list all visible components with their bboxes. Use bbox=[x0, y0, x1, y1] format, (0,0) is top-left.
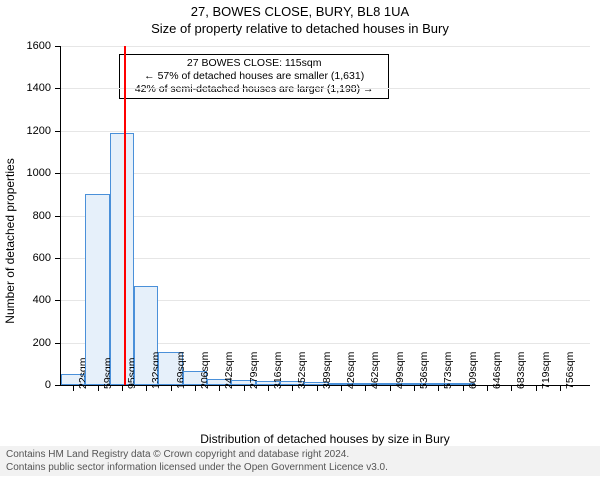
x-tick bbox=[438, 385, 439, 391]
y-tick bbox=[55, 131, 61, 132]
x-tick bbox=[463, 385, 464, 391]
y-tick bbox=[55, 300, 61, 301]
gridline bbox=[61, 131, 590, 132]
annotation-box: 27 BOWES CLOSE: 115sqm ← 57% of detached… bbox=[119, 54, 389, 99]
y-tick bbox=[55, 258, 61, 259]
x-tick bbox=[292, 385, 293, 391]
attribution-footer: Contains HM Land Registry data © Crown c… bbox=[0, 446, 600, 476]
x-tick bbox=[244, 385, 245, 391]
x-axis-label: Distribution of detached houses by size … bbox=[60, 432, 590, 446]
x-tick bbox=[536, 385, 537, 391]
x-tick-label: 646sqm bbox=[491, 352, 503, 389]
y-tick bbox=[55, 343, 61, 344]
y-tick-label: 1200 bbox=[27, 125, 51, 137]
annotation-line-2: ← 57% of detached houses are smaller (1,… bbox=[126, 70, 382, 83]
y-tick bbox=[55, 385, 61, 386]
x-tick-label: 719sqm bbox=[540, 352, 552, 389]
page-title: 27, BOWES CLOSE, BURY, BL8 1UA bbox=[0, 4, 600, 19]
plot-area: 27 BOWES CLOSE: 115sqm ← 57% of detached… bbox=[60, 46, 590, 386]
y-tick-label: 600 bbox=[33, 252, 51, 264]
x-tick-label: 756sqm bbox=[564, 352, 576, 389]
x-tick-label: 683sqm bbox=[515, 352, 527, 389]
x-tick bbox=[317, 385, 318, 391]
annotation-line-1: 27 BOWES CLOSE: 115sqm bbox=[126, 57, 382, 70]
histogram-bar bbox=[110, 133, 134, 385]
x-tick-label: 609sqm bbox=[467, 352, 479, 389]
x-tick bbox=[195, 385, 196, 391]
x-tick bbox=[146, 385, 147, 391]
gridline bbox=[61, 258, 590, 259]
x-tick bbox=[219, 385, 220, 391]
x-tick bbox=[390, 385, 391, 391]
y-tick bbox=[55, 88, 61, 89]
x-tick bbox=[268, 385, 269, 391]
x-tick bbox=[171, 385, 172, 391]
x-tick bbox=[487, 385, 488, 391]
y-axis-label: Number of detached properties bbox=[3, 158, 17, 323]
x-tick bbox=[73, 385, 74, 391]
y-tick bbox=[55, 46, 61, 47]
footer-line-1: Contains HM Land Registry data © Crown c… bbox=[6, 448, 594, 461]
footer-line-2: Contains public sector information licen… bbox=[6, 461, 594, 474]
gridline bbox=[61, 88, 590, 89]
y-tick-label: 1000 bbox=[27, 167, 51, 179]
x-tick bbox=[414, 385, 415, 391]
y-tick bbox=[55, 173, 61, 174]
x-tick bbox=[560, 385, 561, 391]
x-tick bbox=[98, 385, 99, 391]
y-tick-label: 200 bbox=[33, 337, 51, 349]
page-subtitle: Size of property relative to detached ho… bbox=[0, 21, 600, 36]
gridline bbox=[61, 216, 590, 217]
y-tick-label: 800 bbox=[33, 210, 51, 222]
y-tick-label: 400 bbox=[33, 294, 51, 306]
x-tick bbox=[511, 385, 512, 391]
annotation-line-3: 42% of semi-detached houses are larger (… bbox=[126, 83, 382, 96]
property-marker-line bbox=[124, 46, 126, 385]
y-tick-label: 0 bbox=[45, 379, 51, 391]
y-tick-label: 1400 bbox=[27, 82, 51, 94]
x-tick bbox=[365, 385, 366, 391]
chart-container: Number of detached properties 27 BOWES C… bbox=[0, 36, 600, 446]
y-tick-label: 1600 bbox=[27, 40, 51, 52]
gridline bbox=[61, 173, 590, 174]
x-tick bbox=[341, 385, 342, 391]
y-tick bbox=[55, 216, 61, 217]
gridline bbox=[61, 46, 590, 47]
x-tick bbox=[122, 385, 123, 391]
